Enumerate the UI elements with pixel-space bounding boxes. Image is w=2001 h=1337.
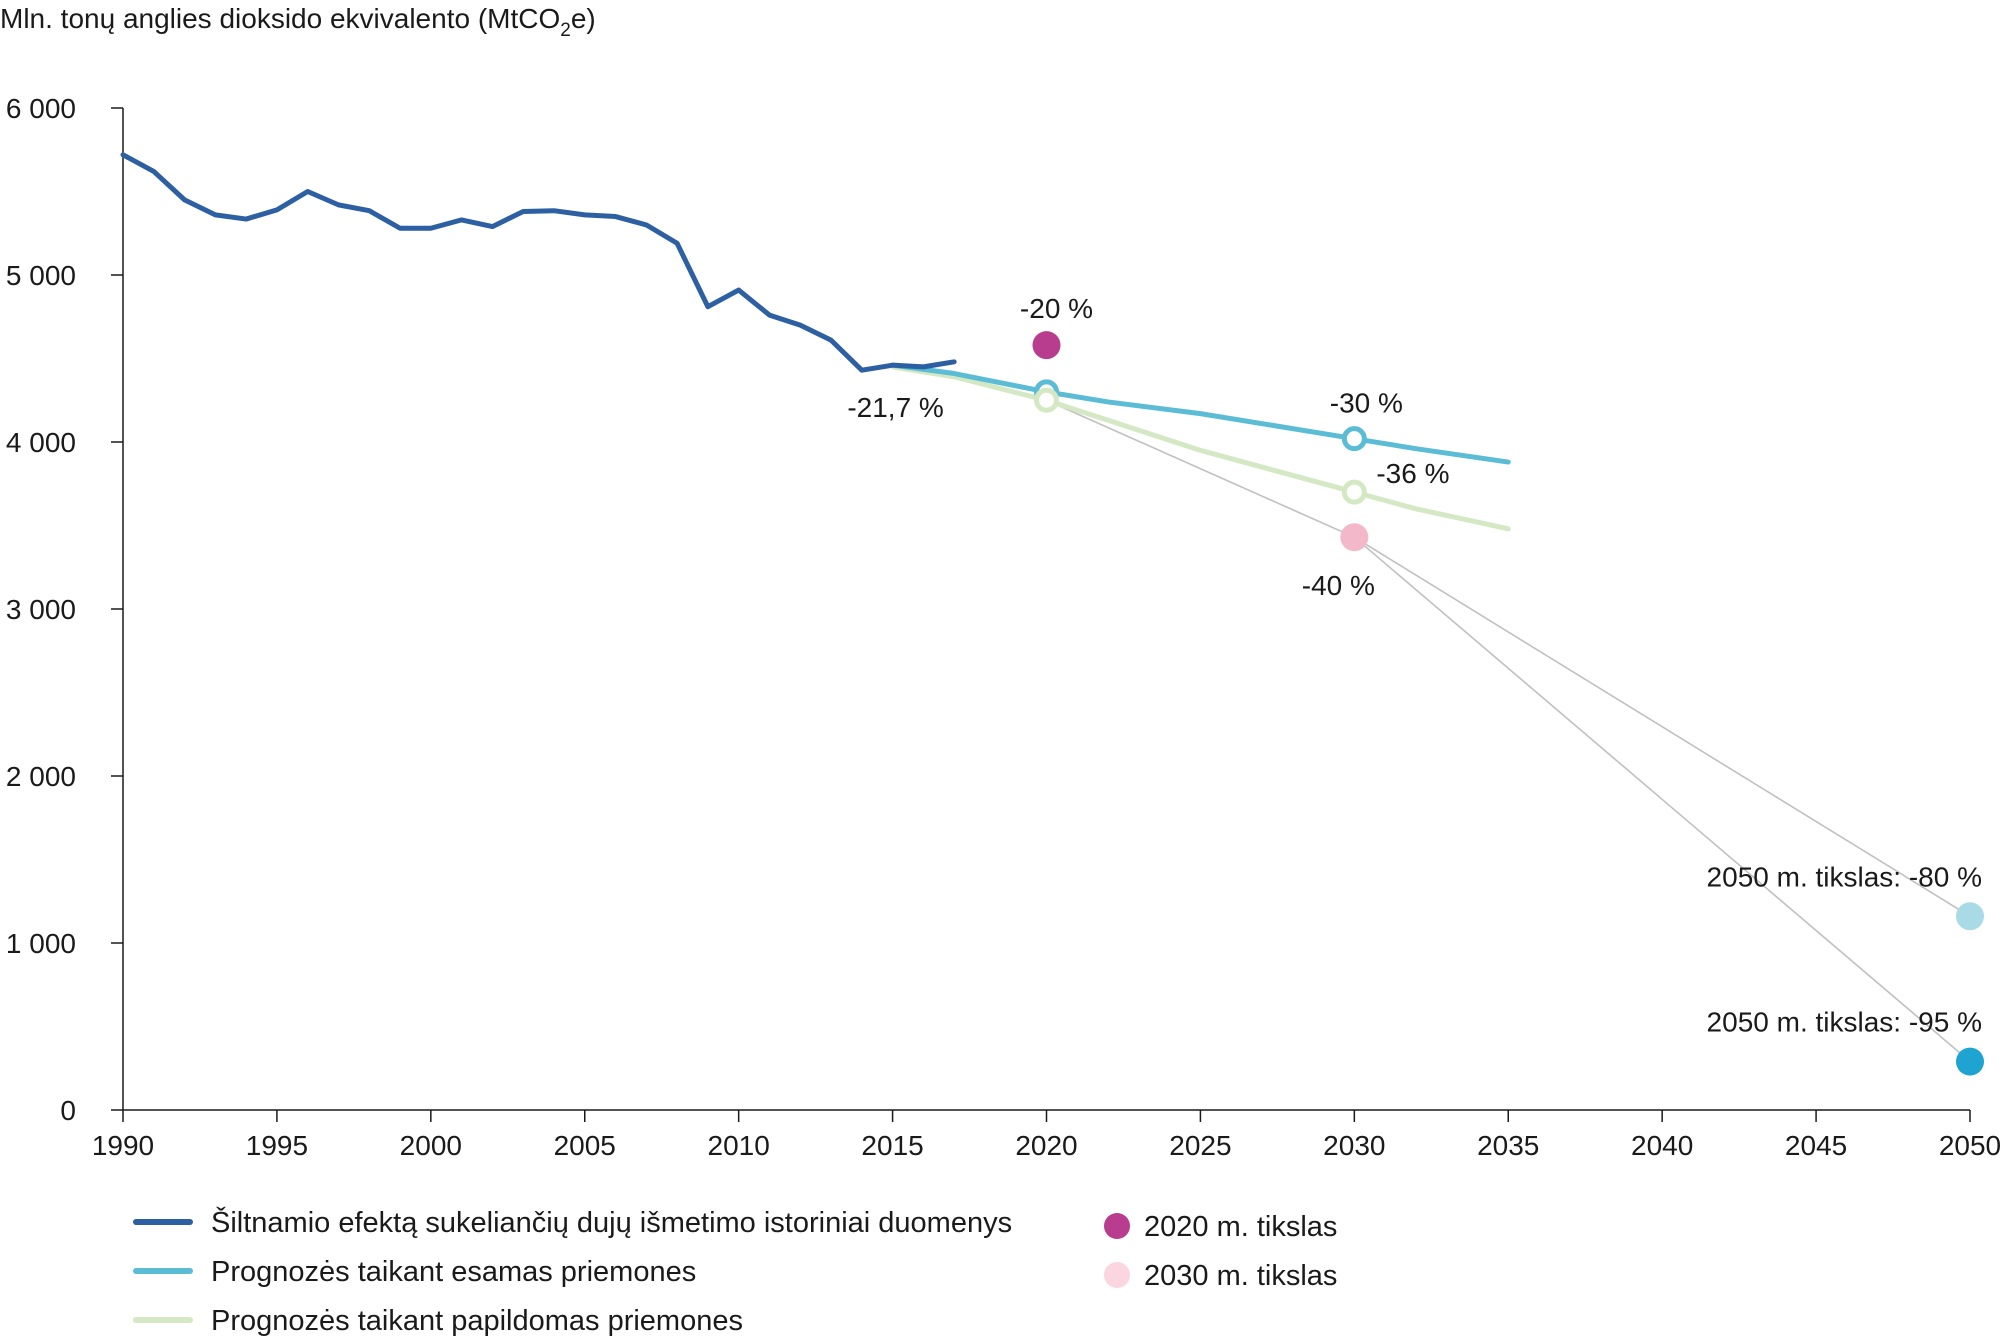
legend-item-siltnamio-efekta-sukelianciu-duju-ismeti: Šiltnamio efektą sukeliančių dujų išmeti… [133,1205,1012,1239]
annotation-label: 2050 m. tikslas: -80 % [1707,861,1982,892]
x-tick-label: 2050 [1939,1130,2001,1161]
projection-marker [1341,426,1367,452]
projection-marker [1034,387,1059,413]
target-connector-line [1353,536,1971,917]
series-line-siltnamio-efekta-sukelianciu-duju-ismeti [120,152,957,373]
data-markers [1032,331,1984,1076]
y-tick-label: 2 000 [6,761,76,792]
y-tick-label: 4 000 [6,427,76,458]
legend-label: Prognozės taikant esamas priemones [211,1256,696,1288]
legend-label: Prognozės taikant papildomas priemones [211,1305,743,1337]
x-tick-label: 1995 [246,1130,308,1161]
x-tick-label: 1990 [92,1130,154,1161]
x-tick-label: 2025 [1169,1130,1231,1161]
y-tick-label: 5 000 [6,260,76,291]
legend-swatch-dot [1104,1262,1130,1288]
legend-item-prognozes-taikant-esamas-priemones: Prognozės taikant esamas priemones [133,1256,696,1288]
y-tick-label: 6 000 [6,93,76,124]
legend-item-prognozes-taikant-papildomas-priemones: Prognozės taikant papildomas priemones [133,1305,743,1337]
x-tick-label: 2000 [400,1130,462,1161]
legend: Šiltnamio efektą sukeliančių dujų išmeti… [133,1205,1337,1337]
y-axis-title-subscript: 2 [560,20,571,41]
y-axis-title-tail: e) [571,3,596,34]
x-tick-label: 2015 [861,1130,923,1161]
y-axis-title-main: Mln. tonų anglies dioksido ekvivalento (… [0,3,560,34]
annotations: -20 % -21,7 % -30 % -36 % -40 % 2050 m. tiksl… [847,293,1982,1037]
annotation-label: -21,7 % [847,392,944,423]
target-connector-line [1046,399,1355,538]
x-tick-label: 2020 [1015,1130,1077,1161]
annotation-label: -30 % [1330,388,1403,419]
target-point [1956,1047,1984,1076]
legend-label: 2030 m. tikslas [1144,1260,1337,1292]
x-tick-label: 2040 [1631,1130,1693,1161]
x-tick-label: 2005 [554,1130,616,1161]
legend-label: Šiltnamio efektą sukeliančių dujų išmeti… [211,1205,1012,1239]
target-point [1956,902,1984,931]
annotation-label: 2050 m. tikslas: -95 % [1707,1007,1982,1038]
y-tick-label: 3 000 [6,594,76,625]
annotation-label: -40 % [1302,570,1375,601]
x-tick-label: 2045 [1785,1130,1847,1161]
target-point [1340,523,1369,552]
axes: 0 1 000 2 000 3 000 4 000 5 000 6 000 1990 1995 2… [6,93,2001,1161]
legend-label: 2020 m. tikslas [1144,1211,1337,1243]
x-tick-label: 2035 [1477,1130,1539,1161]
legend-swatch-dot [1104,1213,1130,1239]
target-connector-lines [1046,399,1971,1063]
annotation-label: -36 % [1376,458,1449,489]
y-tick-label: 1 000 [6,928,76,959]
target-point [1032,331,1061,360]
projection-marker [1341,479,1367,505]
series-lines [120,152,1511,532]
target-connector-line [1353,536,1971,1063]
legend-item-2020-m-tikslas: 2020 m. tikslas [1104,1211,1337,1243]
legend-item-2030-m-tikslas: 2030 m. tikslas [1104,1260,1337,1292]
series-line-prognozes-taikant-papildomas-priemones [890,364,1511,532]
series-line-prognozes-taikant-esamas-priemones [890,362,1511,465]
y-axis-title: Mln. tonų anglies dioksido ekvivalento (… [0,3,596,41]
annotation-label: -20 % [1020,293,1093,324]
x-tick-label: 2030 [1323,1130,1385,1161]
y-tick-label: 0 [60,1095,76,1126]
x-tick-label: 2010 [708,1130,770,1161]
